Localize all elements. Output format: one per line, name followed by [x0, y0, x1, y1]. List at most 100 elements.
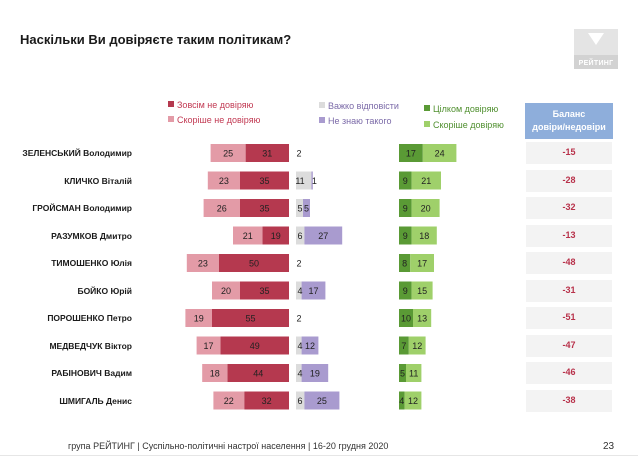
bar-dont-know — [311, 171, 313, 190]
bar-dont-know — [303, 199, 310, 217]
bar-dont-know — [304, 391, 340, 410]
bar-hard-to-say — [296, 336, 302, 355]
bar-dont-know — [301, 336, 319, 355]
politician-name: ЗЕЛЕНСЬКИЙ Володимир — [22, 148, 132, 158]
value-not-at-all: 31 — [262, 149, 272, 159]
bar-not-at-all — [219, 254, 289, 272]
legend-swatch-not-at-all — [168, 101, 174, 107]
value-hard-to-say: 4 — [297, 369, 302, 379]
value-rather-not: 22 — [224, 396, 234, 406]
legend-swatch-dont-know — [319, 117, 325, 123]
value-rather-not: 17 — [203, 341, 213, 351]
value-dont-know: 27 — [318, 231, 328, 241]
politician-name: ШМИГАЛЬ Денис — [59, 395, 132, 406]
bar-rather-not — [210, 144, 246, 162]
value-hard-to-say: 11 — [295, 176, 304, 186]
value-rather-not: 20 — [221, 286, 231, 296]
value-hard-to-say: 2 — [296, 314, 301, 324]
value-fully-trust: 7 — [401, 341, 406, 351]
bar-dont-know — [301, 364, 329, 382]
balance-cell: -51 — [526, 307, 612, 329]
value-not-at-all: 32 — [262, 396, 272, 406]
politician-name: ПОРОШЕНКО Петро — [47, 313, 132, 323]
bar-rather-trust — [413, 309, 432, 327]
value-not-at-all: 55 — [245, 314, 255, 324]
bar-fully-trust — [399, 336, 409, 355]
legend-fully-trust: Цілком довіряю — [424, 104, 498, 115]
bar-fully-trust — [399, 281, 412, 300]
balance-cell: -46 — [526, 362, 612, 384]
value-rather-not: 23 — [198, 259, 208, 269]
legend-hard-to-say: Важко відповісти — [319, 101, 399, 112]
balance-cell: -48 — [526, 252, 612, 274]
balance-header: Баланс довіри/недовіри — [525, 103, 613, 139]
chart-title: Наскільки Ви довіряєте таким політикам? — [20, 32, 292, 47]
bar-not-at-all — [244, 391, 289, 410]
bar-not-at-all — [240, 171, 289, 190]
value-hard-to-say: 4 — [297, 286, 302, 296]
legend-dont-know: Не знаю такого — [319, 116, 392, 127]
bar-fully-trust — [399, 144, 423, 162]
value-rather-trust: 13 — [417, 314, 427, 324]
bar-dont-know — [301, 281, 326, 300]
value-rather-trust: 12 — [408, 396, 418, 406]
bar-rather-trust — [408, 336, 426, 355]
page-number: 23 — [603, 441, 615, 452]
bar-rather-trust — [411, 281, 433, 300]
value-fully-trust: 9 — [403, 176, 408, 186]
bar-hard-to-say — [296, 226, 305, 245]
bar-hard-to-say — [296, 364, 302, 382]
bar-hard-to-say — [296, 199, 303, 217]
bar-not-at-all — [240, 199, 289, 217]
value-fully-trust: 9 — [403, 231, 408, 241]
bar-hard-to-say — [296, 391, 305, 410]
bar-fully-trust — [399, 364, 406, 382]
balance-value: -46 — [562, 367, 576, 377]
value-not-at-all: 35 — [259, 204, 269, 214]
value-rather-trust: 17 — [417, 259, 427, 269]
value-rather-trust: 20 — [421, 204, 431, 214]
legend-swatch-rather-trust — [424, 121, 430, 127]
balance-value: -38 — [562, 394, 576, 405]
bar-rather-trust — [404, 391, 422, 410]
value-dont-know: 19 — [310, 369, 320, 379]
bar-rather-trust — [406, 364, 422, 382]
politician-name: МЕДВЕДЧУК Віктор — [49, 340, 132, 351]
value-rather-not: 18 — [210, 369, 220, 379]
politician-name: РАБІНОВИЧ Вадим — [51, 368, 132, 378]
value-rather-not: 23 — [219, 176, 229, 186]
value-dont-know: 1 — [312, 176, 317, 186]
bar-hard-to-say — [296, 281, 302, 300]
value-hard-to-say: 2 — [296, 259, 301, 269]
bar-rather-not — [203, 199, 240, 217]
bar-fully-trust — [399, 199, 412, 217]
value-not-at-all: 35 — [259, 176, 269, 186]
bar-rather-not — [207, 171, 240, 190]
legend-rather-trust: Скоріше довіряю — [424, 120, 504, 131]
balance-cell: -47 — [526, 334, 612, 357]
legend-not-at-all: Зовсім не довіряю — [168, 100, 253, 111]
bar-not-at-all — [227, 364, 289, 382]
balance-value: -51 — [562, 312, 576, 322]
value-dont-know: 12 — [305, 341, 315, 351]
bar-fully-trust — [399, 171, 412, 190]
balance-cell: -15 — [526, 142, 612, 164]
politician-name: КЛИЧКО Віталій — [64, 175, 132, 186]
value-rather-not: 21 — [243, 231, 253, 241]
politician-name: БОЙКО Юрій — [77, 285, 132, 296]
value-rather-trust: 18 — [419, 231, 429, 241]
value-rather-trust: 15 — [417, 286, 427, 296]
bar-not-at-all — [220, 336, 289, 355]
value-rather-trust: 11 — [409, 369, 418, 379]
value-hard-to-say: 6 — [297, 231, 302, 241]
value-hard-to-say: 2 — [296, 149, 301, 159]
logo-triangle-icon — [588, 33, 604, 45]
balance-value: -28 — [562, 174, 576, 185]
bar-rather-not — [212, 281, 240, 300]
footer-source: група РЕЙТИНГ | Суспільно-політичні наст… — [68, 441, 389, 451]
bar-fully-trust — [399, 254, 411, 272]
balance-value: -47 — [562, 339, 576, 350]
bar-fully-trust — [399, 226, 412, 245]
value-fully-trust: 9 — [403, 204, 408, 214]
value-not-at-all: 50 — [249, 259, 259, 269]
